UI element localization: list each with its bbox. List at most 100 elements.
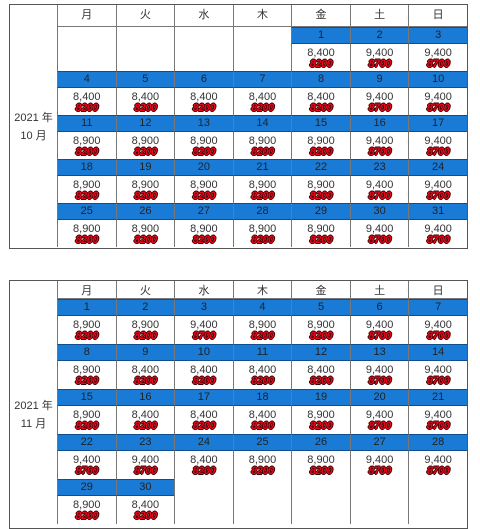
price-cell[interactable]: 8,900 8200 [57, 176, 116, 203]
price-cell[interactable]: 8,400 8200 [291, 361, 350, 389]
date-cell[interactable]: 24 [174, 434, 233, 451]
price-cell[interactable]: 8,900 8200 [291, 406, 350, 434]
date-cell[interactable]: 31 [408, 203, 467, 220]
date-cell[interactable]: 4 [232, 299, 292, 316]
price-cell[interactable]: 8,400 8200 [291, 44, 350, 71]
price-cell[interactable]: 9,400 8700 [349, 132, 409, 159]
date-cell[interactable]: 23 [349, 159, 409, 176]
date-cell[interactable]: 16 [349, 115, 409, 132]
price-cell[interactable]: 9,400 8700 [349, 220, 409, 247]
date-cell[interactable]: 12 [115, 115, 175, 132]
date-cell[interactable]: 13 [349, 344, 409, 361]
date-cell[interactable]: 28 [408, 434, 467, 451]
date-cell[interactable]: 6 [349, 299, 409, 316]
date-cell[interactable]: 9 [349, 71, 409, 88]
price-cell[interactable]: 9,400 8700 [408, 361, 467, 389]
price-cell[interactable]: 9,400 8700 [349, 361, 409, 389]
price-cell[interactable]: 9,400 8700 [408, 44, 467, 71]
price-cell[interactable]: 8,900 8200 [174, 176, 233, 203]
date-cell[interactable]: 11 [57, 115, 116, 132]
date-cell[interactable]: 17 [174, 389, 233, 406]
price-cell[interactable]: 8,900 8200 [115, 132, 175, 159]
price-cell[interactable]: 8,900 8200 [291, 316, 350, 344]
price-cell[interactable]: 8,400 8200 [174, 361, 233, 389]
date-cell[interactable]: 18 [232, 389, 292, 406]
price-cell[interactable]: 9,400 8700 [408, 316, 467, 344]
price-cell[interactable]: 8,900 8200 [115, 316, 175, 344]
price-cell[interactable]: 8,400 8200 [232, 361, 292, 389]
date-cell[interactable]: 5 [115, 71, 175, 88]
price-cell[interactable]: 8,900 8200 [115, 220, 175, 247]
price-cell[interactable]: 8,900 8200 [57, 132, 116, 159]
date-cell[interactable]: 1 [291, 27, 350, 44]
date-cell[interactable]: 6 [174, 71, 233, 88]
date-cell[interactable]: 20 [174, 159, 233, 176]
date-cell[interactable]: 2 [115, 299, 175, 316]
date-cell[interactable]: 15 [291, 115, 350, 132]
price-cell[interactable]: 9,400 8700 [349, 176, 409, 203]
price-cell[interactable]: 8,900 8200 [232, 451, 292, 479]
price-cell[interactable]: 8,400 8200 [115, 88, 175, 115]
price-cell[interactable]: 8,400 8200 [291, 88, 350, 115]
price-cell[interactable]: 8,900 8200 [232, 176, 292, 203]
date-cell[interactable]: 16 [115, 389, 175, 406]
date-cell[interactable]: 8 [291, 71, 350, 88]
price-cell[interactable]: 8,400 8200 [57, 88, 116, 115]
date-cell[interactable]: 30 [349, 203, 409, 220]
price-cell[interactable]: 9,400 8700 [408, 451, 467, 479]
price-cell[interactable]: 8,900 8200 [291, 176, 350, 203]
date-cell[interactable]: 24 [408, 159, 467, 176]
date-cell[interactable]: 14 [408, 344, 467, 361]
price-cell[interactable]: 8,900 8200 [291, 220, 350, 247]
date-cell[interactable]: 4 [57, 71, 116, 88]
date-cell[interactable]: 17 [408, 115, 467, 132]
price-cell[interactable]: 8,900 8200 [57, 406, 116, 434]
date-cell[interactable]: 22 [291, 159, 350, 176]
date-cell[interactable]: 29 [291, 203, 350, 220]
price-cell[interactable]: 8,900 8200 [57, 316, 116, 344]
price-cell[interactable]: 8,900 8200 [174, 132, 233, 159]
date-cell[interactable]: 21 [408, 389, 467, 406]
price-cell[interactable]: 8,400 8200 [232, 88, 292, 115]
price-cell[interactable]: 8,400 8200 [174, 88, 233, 115]
price-cell[interactable]: 9,400 8700 [408, 88, 467, 115]
date-cell[interactable]: 7 [408, 299, 467, 316]
price-cell[interactable]: 8,900 8200 [232, 132, 292, 159]
date-cell[interactable]: 8 [57, 344, 116, 361]
price-cell[interactable]: 8,900 8200 [291, 132, 350, 159]
date-cell[interactable]: 25 [57, 203, 116, 220]
date-cell[interactable]: 14 [232, 115, 292, 132]
date-cell[interactable]: 23 [115, 434, 175, 451]
price-cell[interactable]: 8,900 8200 [57, 361, 116, 389]
date-cell[interactable]: 1 [57, 299, 116, 316]
date-cell[interactable]: 26 [115, 203, 175, 220]
price-cell[interactable]: 9,400 8700 [349, 451, 409, 479]
date-cell[interactable]: 3 [174, 299, 233, 316]
price-cell[interactable]: 9,400 8700 [408, 176, 467, 203]
price-cell[interactable]: 9,400 8700 [408, 406, 467, 434]
price-cell[interactable]: 9,400 8700 [349, 316, 409, 344]
price-cell[interactable]: 9,400 8700 [349, 44, 409, 71]
price-cell[interactable]: 8,900 8200 [57, 496, 116, 524]
price-cell[interactable]: 9,400 8700 [349, 88, 409, 115]
date-cell[interactable]: 20 [349, 389, 409, 406]
date-cell[interactable]: 21 [232, 159, 292, 176]
price-cell[interactable]: 8,400 8200 [115, 496, 175, 524]
date-cell[interactable]: 3 [408, 27, 467, 44]
price-cell[interactable]: 8,400 8200 [232, 406, 292, 434]
price-cell[interactable]: 8,900 8200 [174, 220, 233, 247]
price-cell[interactable]: 9,400 8700 [57, 451, 116, 479]
date-cell[interactable]: 25 [232, 434, 292, 451]
date-cell[interactable]: 10 [174, 344, 233, 361]
date-cell[interactable]: 29 [57, 479, 116, 496]
date-cell[interactable]: 2 [349, 27, 409, 44]
date-cell[interactable]: 18 [57, 159, 116, 176]
date-cell[interactable]: 22 [57, 434, 116, 451]
price-cell[interactable]: 9,400 8700 [349, 406, 409, 434]
price-cell[interactable]: 8,900 8200 [232, 220, 292, 247]
price-cell[interactable]: 9,400 8700 [408, 132, 467, 159]
date-cell[interactable]: 30 [115, 479, 175, 496]
price-cell[interactable]: 8,900 8200 [115, 176, 175, 203]
date-cell[interactable]: 7 [232, 71, 292, 88]
price-cell[interactable]: 8,400 8200 [115, 406, 175, 434]
